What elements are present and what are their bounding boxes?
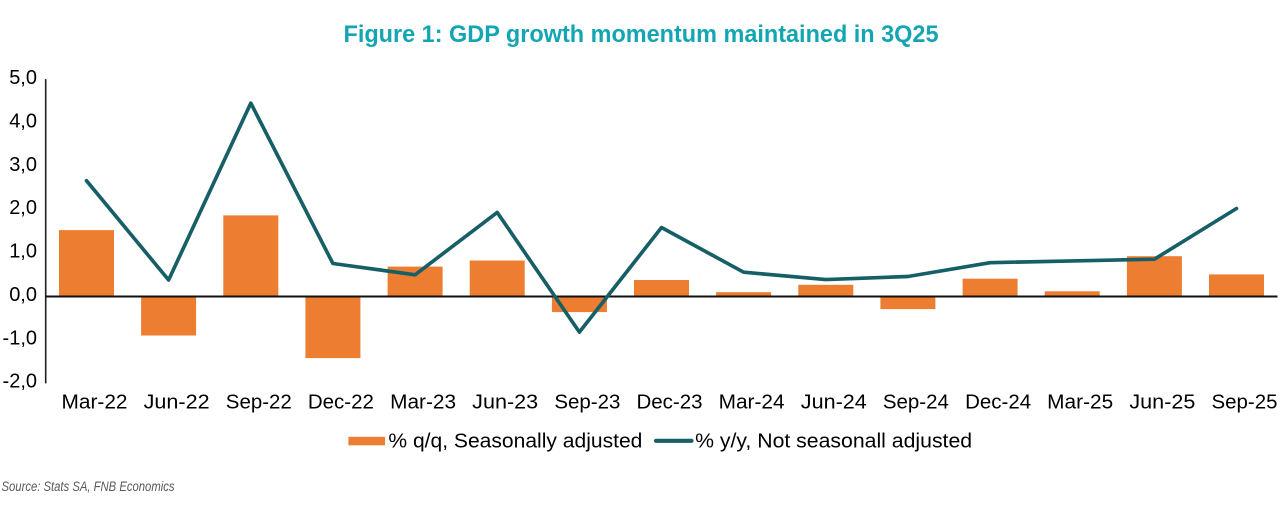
svg-text:-2,0: -2,0 [3, 371, 37, 393]
svg-text:% y/y, Not seasonall adjusted: % y/y, Not seasonall adjusted [695, 430, 972, 452]
svg-text:5,0: 5,0 [9, 67, 37, 89]
svg-text:Mar-25: Mar-25 [1047, 392, 1113, 414]
svg-text:Figure 1: GDP growth momentum: Figure 1: GDP growth momentum maintained… [344, 21, 939, 48]
svg-text:3,0: 3,0 [9, 154, 37, 176]
svg-text:2,0: 2,0 [9, 197, 37, 219]
svg-text:Dec-24: Dec-24 [965, 392, 1031, 414]
svg-text:Dec-22: Dec-22 [308, 392, 374, 414]
svg-text:Sep-24: Sep-24 [883, 392, 949, 414]
svg-text:Dec-23: Dec-23 [637, 392, 703, 414]
svg-text:-1,0: -1,0 [3, 327, 37, 349]
svg-text:Jun-24: Jun-24 [801, 392, 867, 414]
svg-text:% q/q, Seasonally adjusted: % q/q, Seasonally adjusted [388, 430, 642, 452]
svg-text:Jun-23: Jun-23 [472, 392, 538, 414]
svg-text:Sep-23: Sep-23 [554, 392, 620, 414]
svg-text:0,0: 0,0 [9, 284, 37, 306]
svg-text:1,0: 1,0 [9, 241, 37, 263]
svg-text:4,0: 4,0 [9, 110, 37, 132]
svg-text:Sep-22: Sep-22 [226, 392, 292, 414]
svg-text:Source: Stats SA, FNB Economic: Source: Stats SA, FNB Economics [2, 479, 175, 494]
svg-text:Mar-22: Mar-22 [62, 392, 128, 414]
svg-text:Jun-25: Jun-25 [1129, 392, 1195, 414]
svg-text:Jun-22: Jun-22 [144, 392, 210, 414]
svg-text:Mar-24: Mar-24 [719, 392, 785, 414]
svg-text:Sep-25: Sep-25 [1212, 392, 1278, 414]
svg-text:Mar-23: Mar-23 [390, 392, 456, 414]
